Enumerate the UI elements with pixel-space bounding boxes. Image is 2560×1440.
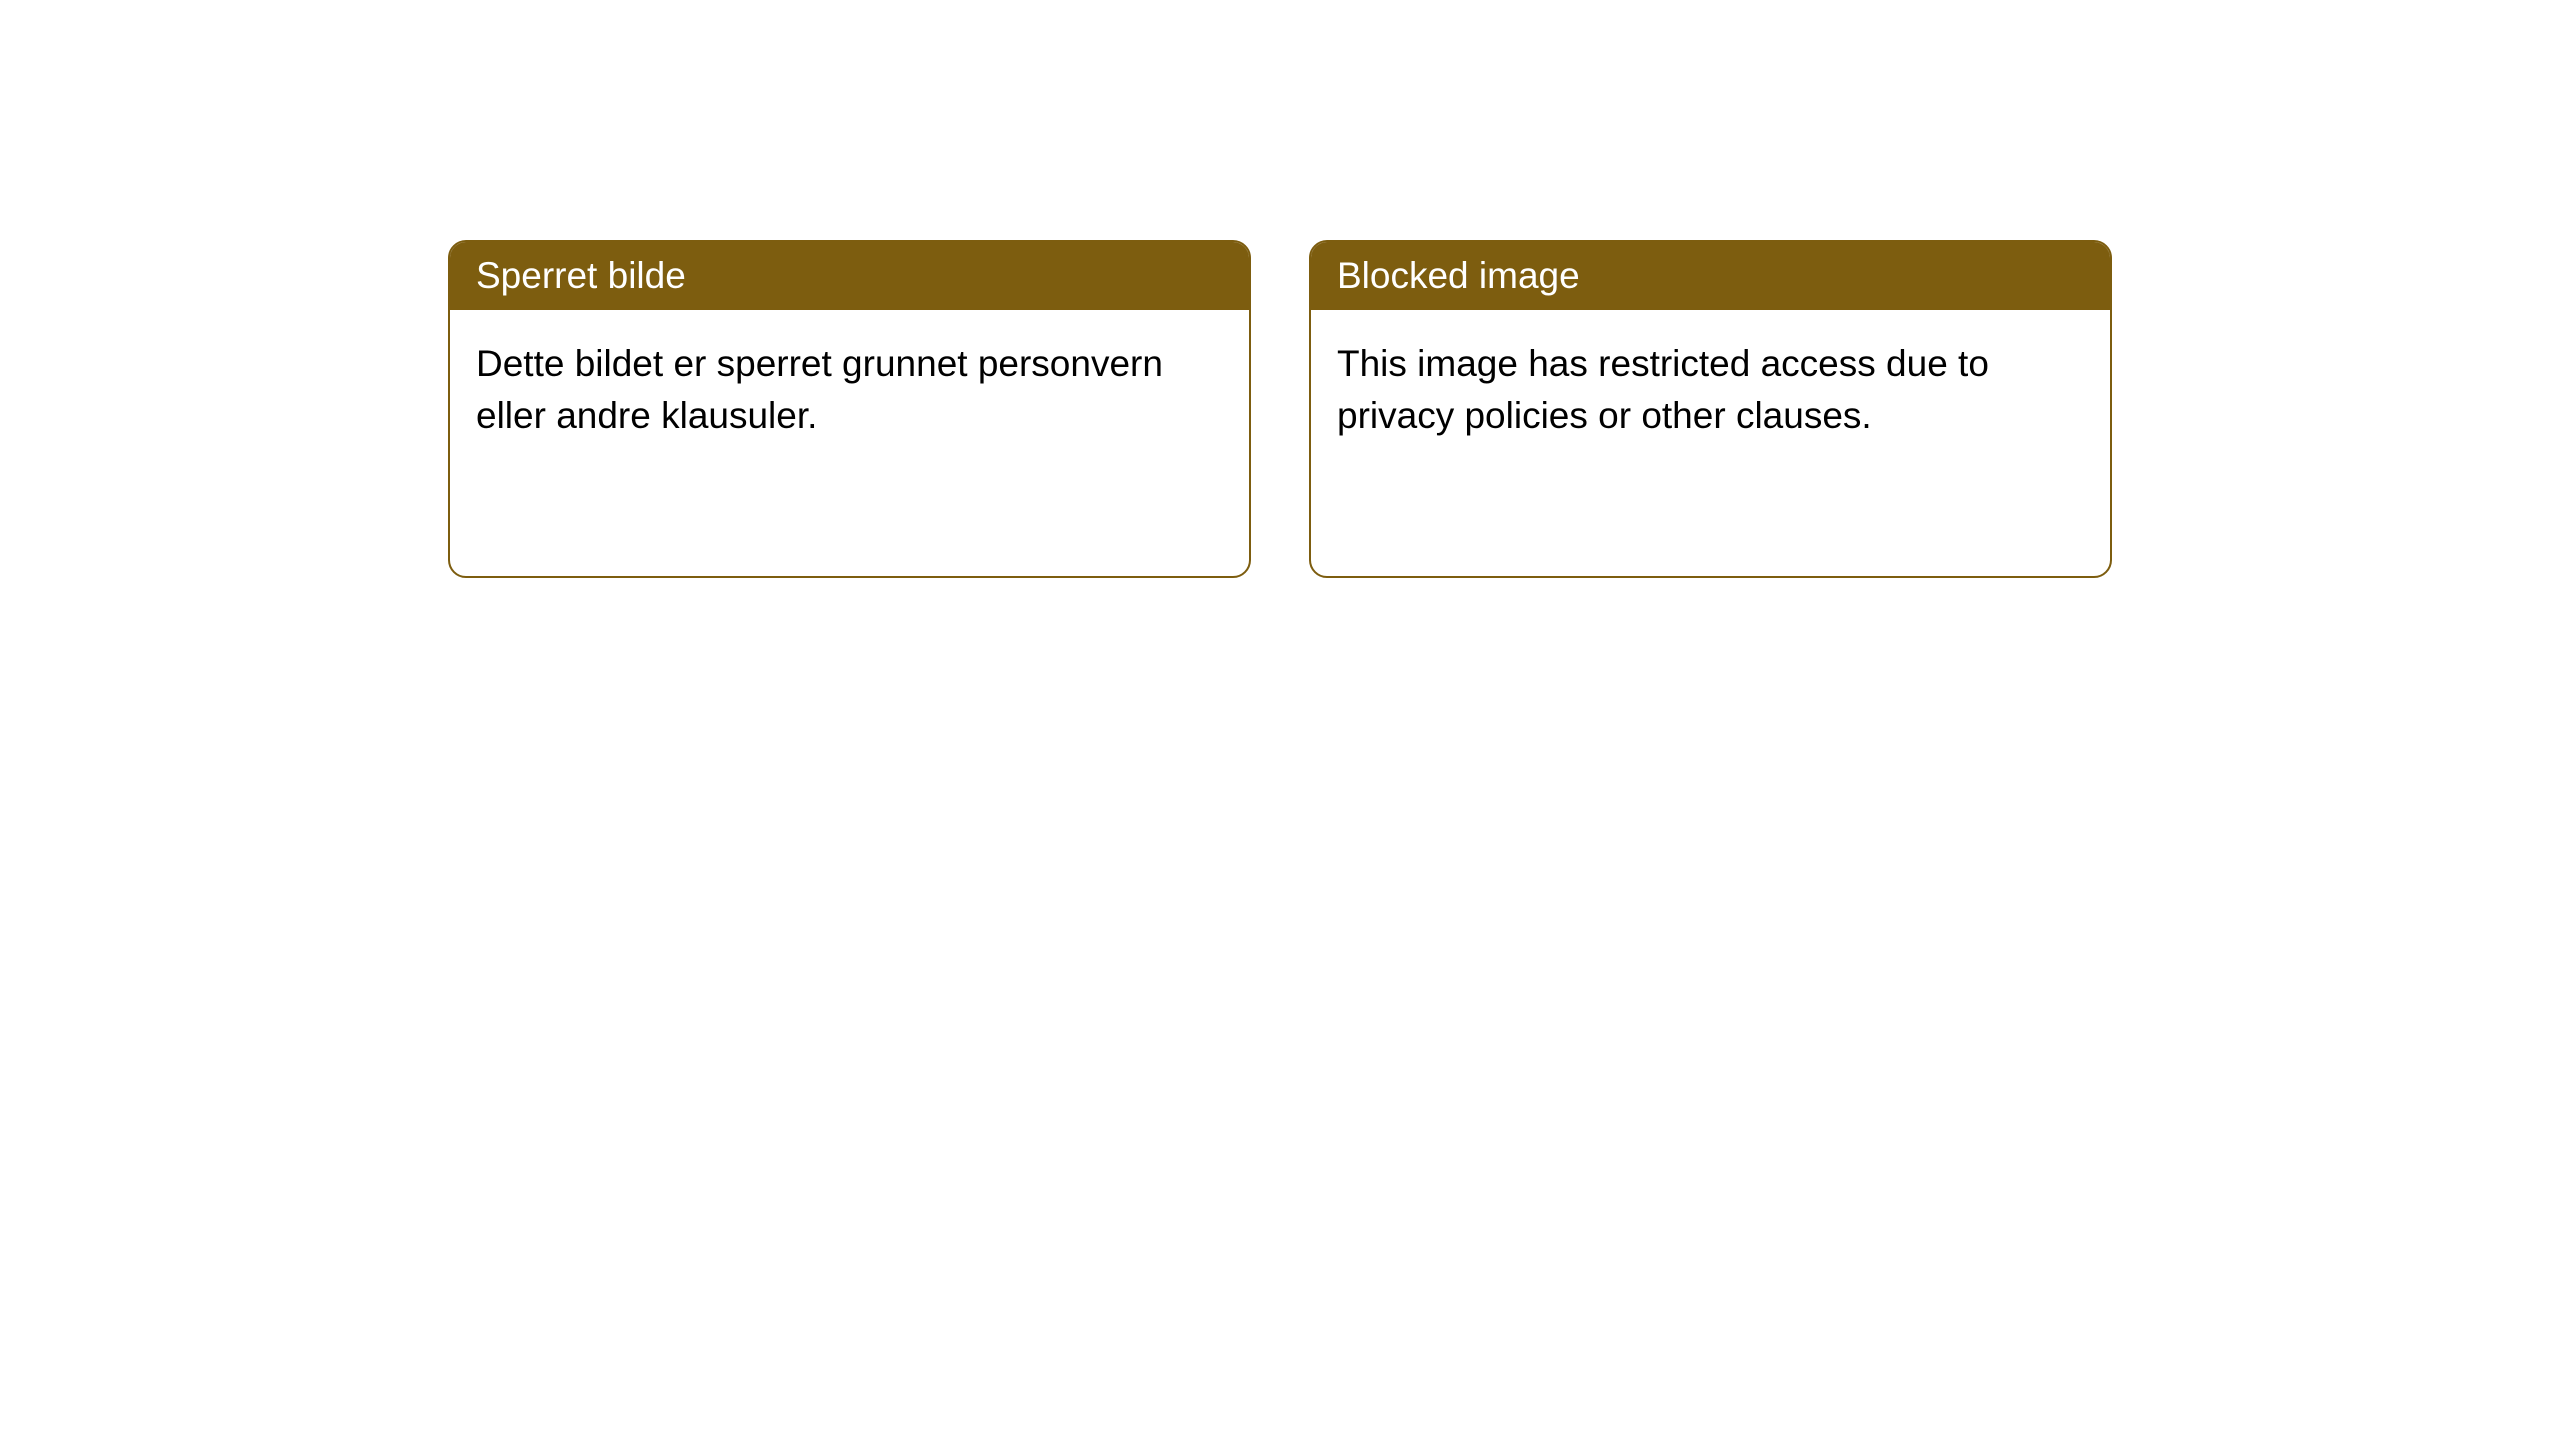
notice-title: Sperret bilde bbox=[476, 255, 686, 296]
notice-box-norwegian: Sperret bilde Dette bildet er sperret gr… bbox=[448, 240, 1251, 578]
notice-body: This image has restricted access due to … bbox=[1311, 310, 2110, 470]
notice-box-english: Blocked image This image has restricted … bbox=[1309, 240, 2112, 578]
notice-body-text: Dette bildet er sperret grunnet personve… bbox=[476, 343, 1163, 436]
notice-body: Dette bildet er sperret grunnet personve… bbox=[450, 310, 1249, 470]
notice-title: Blocked image bbox=[1337, 255, 1580, 296]
notice-container: Sperret bilde Dette bildet er sperret gr… bbox=[0, 0, 2560, 578]
notice-header: Blocked image bbox=[1311, 242, 2110, 310]
notice-body-text: This image has restricted access due to … bbox=[1337, 343, 1989, 436]
notice-header: Sperret bilde bbox=[450, 242, 1249, 310]
